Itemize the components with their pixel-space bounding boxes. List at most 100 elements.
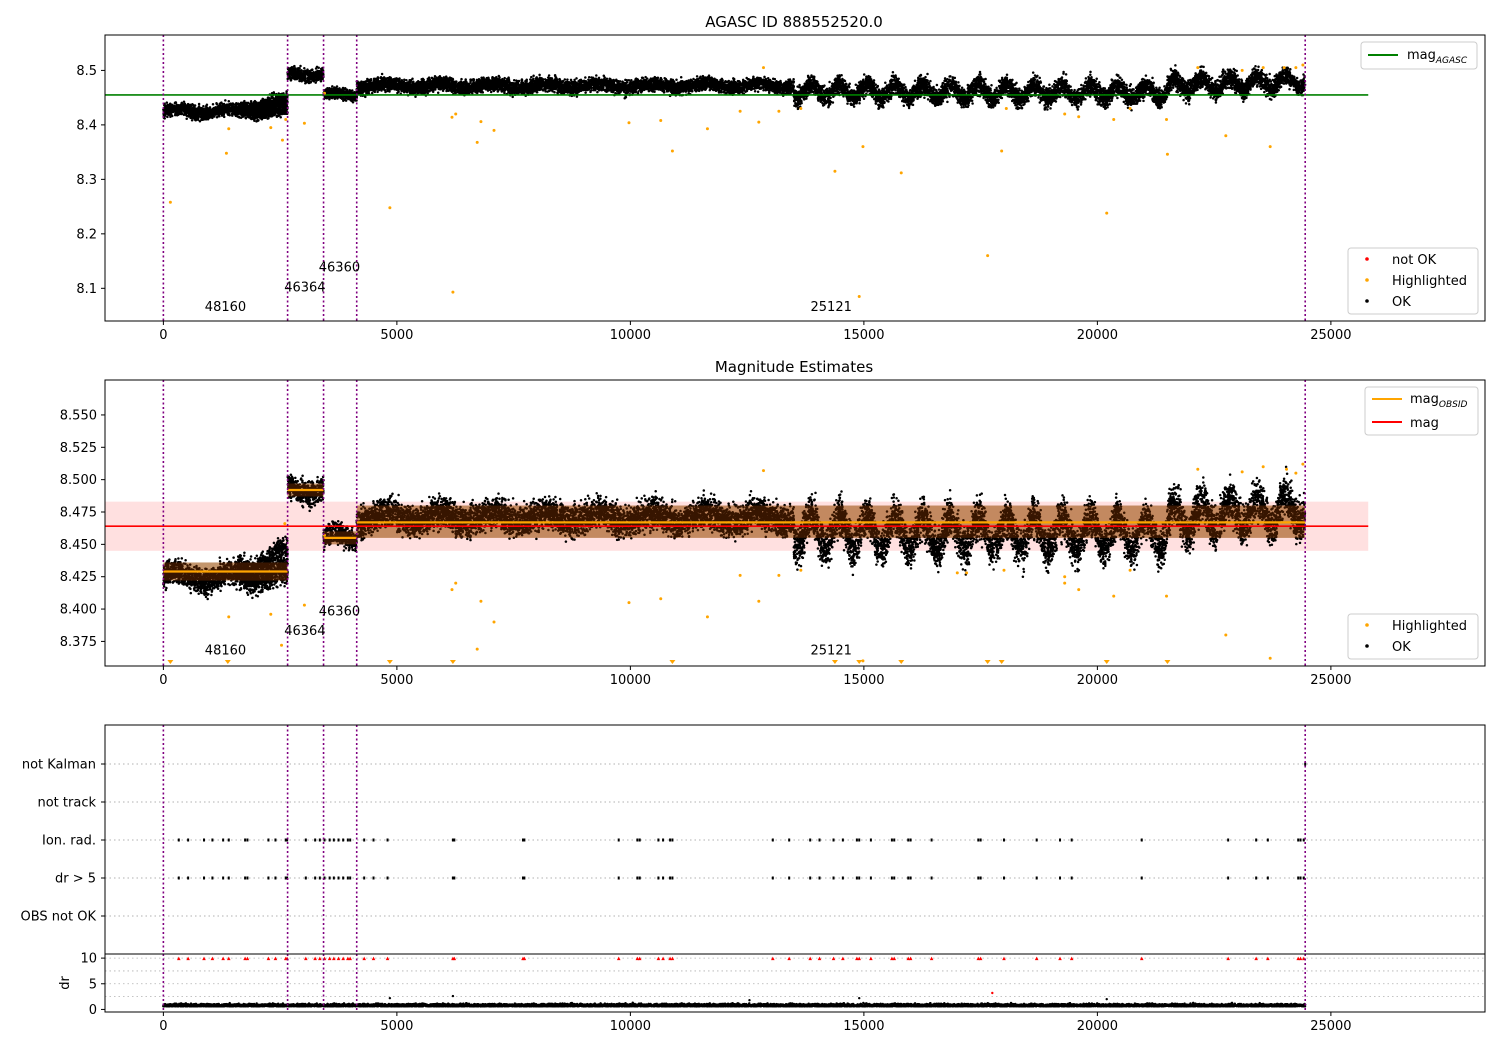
ok-point (183, 104, 186, 108)
ok-point (293, 64, 296, 68)
ok-point (341, 91, 345, 95)
ok-point (302, 74, 305, 78)
ok-point (241, 109, 244, 113)
ok-point (294, 76, 298, 80)
ok-point (218, 103, 222, 107)
ok-point (242, 113, 246, 117)
ok-point (253, 104, 256, 107)
ok-point (295, 74, 298, 78)
y-tick-label: 8.2 (76, 227, 97, 242)
ok-point (792, 78, 795, 81)
ok-point (263, 106, 266, 109)
ok-point (239, 107, 243, 110)
ok-point (238, 104, 242, 107)
ok-point (259, 101, 263, 105)
ok-point (313, 72, 316, 75)
x-tick-label: 0 (159, 328, 167, 343)
ok-point (310, 74, 313, 78)
ok-point (297, 70, 301, 73)
ok-point (188, 108, 192, 112)
ok-point (288, 68, 292, 72)
ok-point (180, 111, 183, 114)
ok-point (679, 76, 683, 79)
ok-point (231, 114, 234, 117)
ok-point (380, 72, 384, 76)
ok-point (253, 99, 257, 103)
ok-point (253, 117, 256, 121)
ok-point (195, 110, 198, 114)
ok-point (211, 102, 215, 106)
ok-point (215, 102, 218, 105)
ok-point (701, 74, 705, 78)
ok-point (219, 111, 222, 114)
ok-point (250, 117, 253, 121)
ok-point (169, 104, 172, 107)
ok-point (217, 115, 220, 118)
ok-point (280, 103, 283, 107)
ok-point (182, 107, 185, 111)
ok-point (201, 114, 205, 117)
ok-point (208, 115, 212, 119)
ok-point (264, 112, 267, 116)
ok-point (326, 91, 330, 95)
ok-point (246, 111, 249, 115)
ok-point (204, 118, 208, 121)
ok-point (460, 77, 463, 81)
ok-point (349, 99, 353, 102)
ok-point (298, 67, 301, 70)
ok-point (283, 102, 287, 106)
ok-point (175, 104, 178, 108)
ok-point (169, 113, 173, 116)
ok-point (202, 104, 205, 108)
ok-point (190, 118, 194, 122)
ok-point (183, 110, 186, 113)
y-tick-label: 8.5 (76, 64, 97, 79)
ok-point (330, 91, 333, 95)
ok-point (194, 117, 197, 120)
ok-point (237, 115, 241, 118)
ok-point (198, 119, 202, 123)
ok-point (234, 103, 237, 107)
ok-point (299, 64, 302, 68)
ok-point (303, 67, 306, 70)
ok-point (530, 75, 533, 79)
ok-point (247, 109, 251, 113)
panel-agasc-marks: 8.18.28.38.48.50 5000 10000 15000 20000 25000… (76, 35, 1369, 343)
ok-point (336, 90, 339, 93)
ok-point (256, 119, 260, 123)
ok-point (258, 111, 262, 114)
ok-point (187, 103, 191, 107)
ok-point (281, 105, 285, 109)
ok-point (209, 108, 212, 111)
ok-point (261, 104, 265, 107)
y-tick-label: 8.4 (76, 118, 97, 133)
ok-point (227, 108, 230, 111)
ok-point (231, 106, 235, 110)
ok-point (315, 75, 318, 79)
ok-point (270, 102, 274, 105)
ok-point (208, 110, 211, 113)
ok-point (328, 87, 331, 90)
ok-point (268, 114, 272, 118)
ok-point (215, 112, 219, 116)
ok-point (512, 79, 516, 82)
ok-point (274, 105, 278, 108)
ok-point (200, 116, 204, 120)
ok-point (566, 78, 569, 81)
ok-point (226, 113, 230, 116)
ok-point (254, 111, 257, 114)
ok-point (234, 112, 237, 116)
ok-point (305, 70, 308, 73)
ok-point (225, 103, 229, 106)
ok-point (300, 72, 303, 76)
ok-point (319, 77, 323, 80)
ok-point (227, 110, 230, 114)
ok-point (532, 74, 535, 78)
ok-point (290, 71, 293, 75)
ok-point (244, 109, 248, 112)
ok-point (168, 109, 172, 112)
ok-point (306, 78, 310, 82)
ok-point (201, 109, 204, 113)
ok-point (239, 101, 243, 104)
